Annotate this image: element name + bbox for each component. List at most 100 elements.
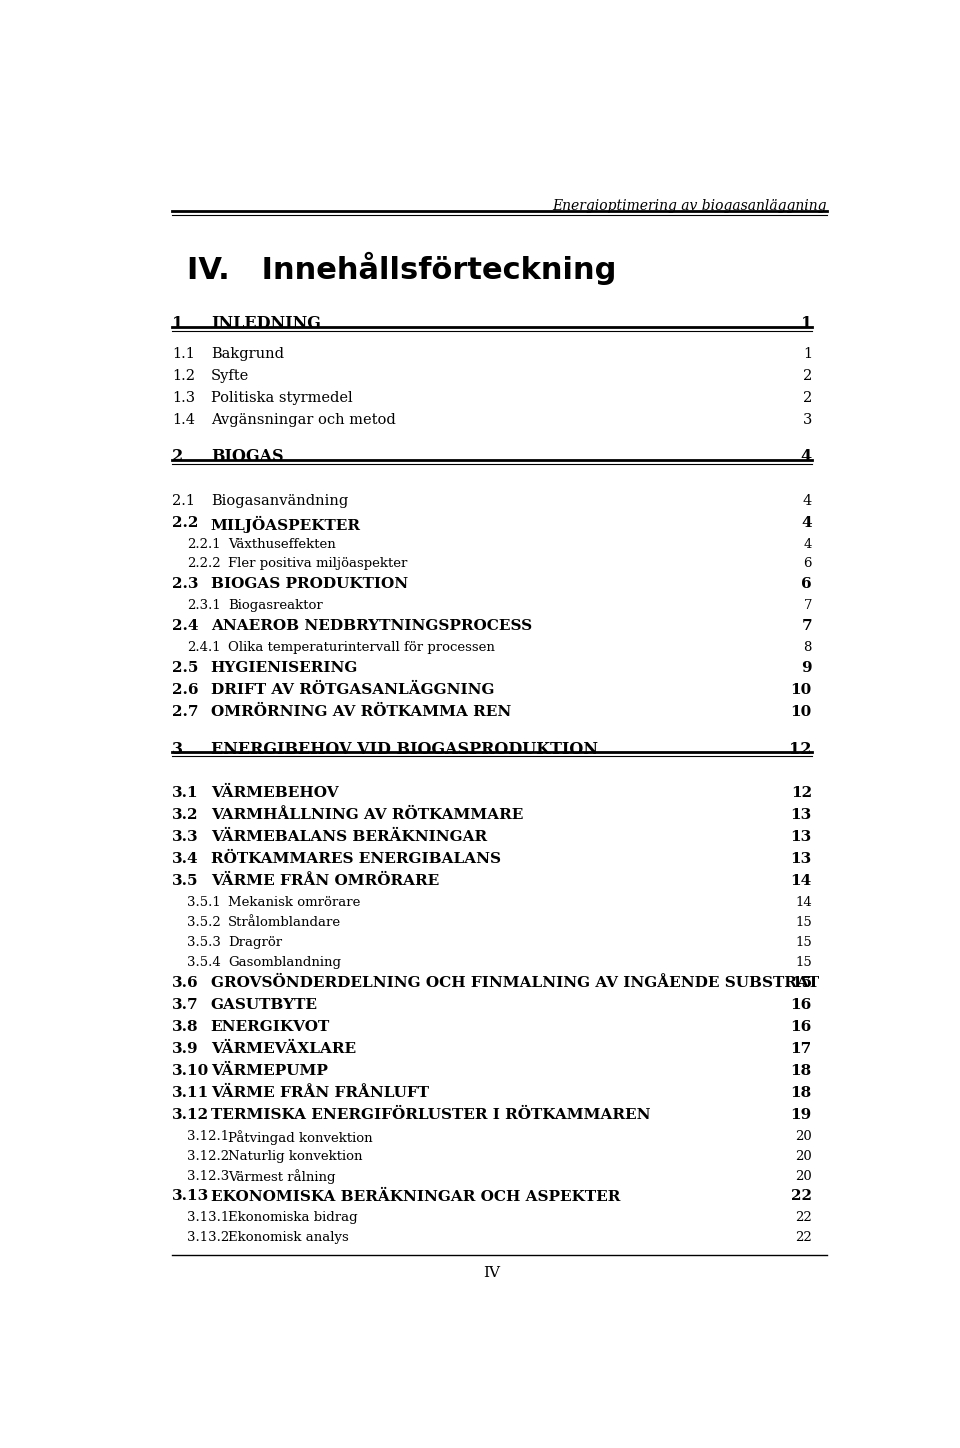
Text: 18: 18 <box>791 1064 812 1077</box>
Text: Påtvingad konvektion: Påtvingad konvektion <box>228 1129 372 1144</box>
Text: 12: 12 <box>791 786 812 799</box>
Text: 1.4: 1.4 <box>172 413 195 427</box>
Text: 3.1: 3.1 <box>172 786 199 799</box>
Text: 3.9: 3.9 <box>172 1041 199 1056</box>
Text: 10: 10 <box>791 683 812 698</box>
Text: 2.2.2: 2.2.2 <box>187 557 221 571</box>
Text: 3.13.2: 3.13.2 <box>187 1231 229 1244</box>
Text: 13: 13 <box>791 830 812 844</box>
Text: Ekonomiska bidrag: Ekonomiska bidrag <box>228 1212 357 1225</box>
Text: Växthuseffekten: Växthuseffekten <box>228 537 336 550</box>
Text: BIOGAS PRODUKTION: BIOGAS PRODUKTION <box>211 578 408 591</box>
Text: INLEDNING: INLEDNING <box>211 316 321 333</box>
Text: 3.5: 3.5 <box>172 875 199 888</box>
Text: 14: 14 <box>791 875 812 888</box>
Text: 3.6: 3.6 <box>172 976 199 989</box>
Text: 4: 4 <box>803 494 812 508</box>
Text: 7: 7 <box>802 620 812 633</box>
Text: Dragrör: Dragrör <box>228 935 282 948</box>
Text: GROVSÖNDERDELNING OCH FINMALNING AV INGÅENDE SUBSTRAT: GROVSÖNDERDELNING OCH FINMALNING AV INGÅ… <box>211 976 819 990</box>
Text: 1.3: 1.3 <box>172 391 195 405</box>
Text: Politiska styrmedel: Politiska styrmedel <box>211 391 352 405</box>
Text: 3.5.2: 3.5.2 <box>187 917 221 930</box>
Text: 2.1: 2.1 <box>172 494 195 508</box>
Text: 2.2.1: 2.2.1 <box>187 537 221 550</box>
Text: Olika temperaturintervall för processen: Olika temperaturintervall för processen <box>228 641 494 654</box>
Text: 4: 4 <box>804 537 812 550</box>
Text: 3.7: 3.7 <box>172 998 199 1012</box>
Text: 2: 2 <box>803 391 812 405</box>
Text: 2.2: 2.2 <box>172 515 199 530</box>
Text: VÄRMEPUMP: VÄRMEPUMP <box>211 1064 327 1077</box>
Text: Syfte: Syfte <box>211 369 249 382</box>
Text: 12: 12 <box>789 741 812 757</box>
Text: Värmest rålning: Värmest rålning <box>228 1170 335 1184</box>
Text: Gasomblandning: Gasomblandning <box>228 956 341 969</box>
Text: 6: 6 <box>804 557 812 571</box>
Text: 3.5.1: 3.5.1 <box>187 896 221 909</box>
Text: 3.2: 3.2 <box>172 808 199 822</box>
Text: 2.7: 2.7 <box>172 705 199 720</box>
Text: Mekanisk omrörare: Mekanisk omrörare <box>228 896 360 909</box>
Text: BIOGAS: BIOGAS <box>211 449 283 465</box>
Text: 20: 20 <box>795 1170 812 1183</box>
Text: Fler positiva miljöaspekter: Fler positiva miljöaspekter <box>228 557 407 571</box>
Text: ENERGIBEHOV VID BIOGASPRODUKTION: ENERGIBEHOV VID BIOGASPRODUKTION <box>211 741 598 757</box>
Text: 1.1: 1.1 <box>172 348 195 361</box>
Text: 8: 8 <box>804 641 812 654</box>
Text: Ekonomisk analys: Ekonomisk analys <box>228 1231 348 1244</box>
Text: 19: 19 <box>791 1108 812 1122</box>
Text: Strålomblandare: Strålomblandare <box>228 917 341 930</box>
Text: 17: 17 <box>791 1041 812 1056</box>
Text: Biogasanvändning: Biogasanvändning <box>211 494 348 508</box>
Text: 16: 16 <box>791 998 812 1012</box>
Text: 6: 6 <box>802 578 812 591</box>
Text: 22: 22 <box>795 1231 812 1244</box>
Text: TERMISKA ENERGIFÖRLUSTER I RÖTKAMMAREN: TERMISKA ENERGIFÖRLUSTER I RÖTKAMMAREN <box>211 1108 650 1122</box>
Text: ENERGIKVOT: ENERGIKVOT <box>211 1019 330 1034</box>
Text: DRIFT AV RÖTGASANLÄGGNING: DRIFT AV RÖTGASANLÄGGNING <box>211 683 494 698</box>
Text: 22: 22 <box>791 1189 812 1203</box>
Text: 13: 13 <box>791 808 812 822</box>
Text: 16: 16 <box>791 1019 812 1034</box>
Text: 4: 4 <box>801 449 812 465</box>
Text: 2: 2 <box>172 449 183 465</box>
Text: VARMHÅLLNING AV RÖTKAMMARE: VARMHÅLLNING AV RÖTKAMMARE <box>211 808 523 822</box>
Text: ANAEROB NEDBRYTNINGSPROCESS: ANAEROB NEDBRYTNINGSPROCESS <box>211 620 532 633</box>
Text: 3.12.2: 3.12.2 <box>187 1150 229 1163</box>
Text: RÖTKAMMARES ENERGIBALANS: RÖTKAMMARES ENERGIBALANS <box>211 851 501 866</box>
Text: 3.5.3: 3.5.3 <box>187 935 221 948</box>
Text: 14: 14 <box>795 896 812 909</box>
Text: 3.8: 3.8 <box>172 1019 199 1034</box>
Text: VÄRMEBEHOV: VÄRMEBEHOV <box>211 786 338 801</box>
Text: Avgänsningar och metod: Avgänsningar och metod <box>211 413 396 427</box>
Text: 3.13.1: 3.13.1 <box>187 1212 229 1225</box>
Text: 2.4: 2.4 <box>172 620 199 633</box>
Text: 3.12.3: 3.12.3 <box>187 1170 229 1183</box>
Text: 1.2: 1.2 <box>172 369 195 382</box>
Text: 3.12: 3.12 <box>172 1108 209 1122</box>
Text: Biogasreaktor: Biogasreaktor <box>228 599 323 613</box>
Text: 15: 15 <box>795 917 812 930</box>
Text: 2.6: 2.6 <box>172 683 199 698</box>
Text: OMRÖRNING AV RÖTKAMMA REN: OMRÖRNING AV RÖTKAMMA REN <box>211 705 511 720</box>
Text: Naturlig konvektion: Naturlig konvektion <box>228 1150 362 1163</box>
Text: 1: 1 <box>172 316 183 333</box>
Text: 20: 20 <box>795 1129 812 1142</box>
Text: 15: 15 <box>795 935 812 948</box>
Text: 15: 15 <box>795 956 812 969</box>
Text: 3.3: 3.3 <box>172 830 199 844</box>
Text: 2.3: 2.3 <box>172 578 199 591</box>
Text: GASUTBYTE: GASUTBYTE <box>211 998 318 1012</box>
Text: 3.10: 3.10 <box>172 1064 209 1077</box>
Text: VÄRMEVÄXLARE: VÄRMEVÄXLARE <box>211 1041 356 1056</box>
Text: 18: 18 <box>791 1086 812 1099</box>
Text: 2.4.1: 2.4.1 <box>187 641 221 654</box>
Text: 3: 3 <box>803 413 812 427</box>
Text: 9: 9 <box>802 662 812 675</box>
Text: 13: 13 <box>791 851 812 866</box>
Text: 2.5: 2.5 <box>172 662 199 675</box>
Text: Energioptimering av biogasanläggning: Energioptimering av biogasanläggning <box>552 200 827 213</box>
Text: 3.5.4: 3.5.4 <box>187 956 221 969</box>
Text: Bakgrund: Bakgrund <box>211 348 284 361</box>
